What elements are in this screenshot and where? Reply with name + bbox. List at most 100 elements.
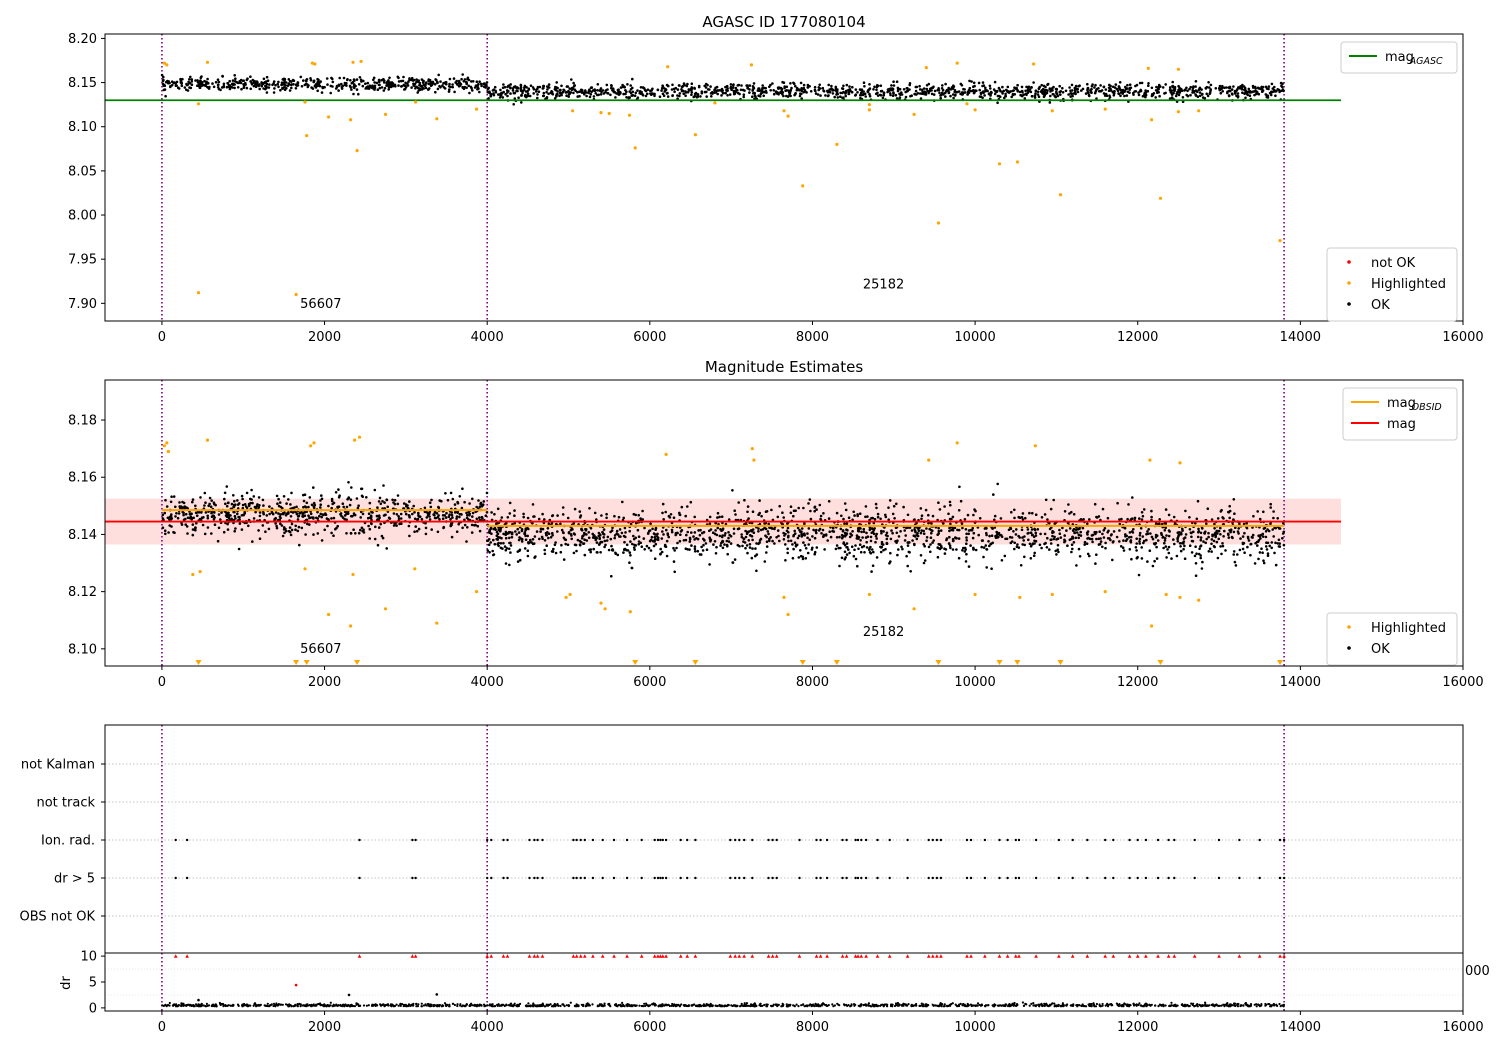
- ok-point: [529, 538, 532, 542]
- ok-point: [755, 569, 758, 573]
- ok-point: [1036, 90, 1040, 94]
- ok-point: [585, 94, 588, 98]
- ok-point: [869, 551, 873, 555]
- ok-point: [726, 94, 729, 97]
- ok-point: [209, 505, 213, 509]
- ok-point: [794, 543, 798, 547]
- ok-point: [1124, 87, 1128, 91]
- ok-point: [222, 530, 226, 534]
- ok-point: [603, 539, 607, 543]
- ok-point: [733, 509, 736, 512]
- ok-point: [1247, 87, 1251, 91]
- ok-point: [785, 85, 789, 89]
- ok-point: [598, 537, 601, 541]
- ok-point: [343, 517, 346, 521]
- ok-point: [1030, 94, 1034, 98]
- ok-point: [461, 526, 464, 530]
- ok-point: [367, 512, 371, 515]
- ok-point: [225, 511, 228, 514]
- ok-point: [1013, 516, 1016, 520]
- ok-point: [859, 91, 863, 95]
- ok-point: [1210, 538, 1214, 541]
- ok-point: [303, 493, 307, 497]
- ok-point: [216, 539, 220, 543]
- legend-dot-swatch: [1347, 646, 1351, 650]
- ok-point: [1032, 81, 1035, 84]
- ok-point: [705, 518, 709, 522]
- ok-point: [688, 537, 692, 541]
- ok-point: [699, 95, 702, 98]
- highlighted-point: [1015, 160, 1020, 164]
- ok-point: [249, 87, 252, 91]
- ok-point: [194, 504, 197, 508]
- highlighted-point: [936, 221, 941, 225]
- ok-point: [854, 544, 857, 547]
- ok-point: [1262, 561, 1266, 565]
- ok-point: [404, 86, 408, 89]
- ok-point: [1116, 501, 1119, 505]
- ok-point: [602, 92, 606, 95]
- ion-rad-flag-point: [659, 838, 662, 842]
- ok-point: [716, 516, 719, 519]
- ok-point: [471, 80, 475, 83]
- ok-point: [408, 500, 411, 503]
- ok-point: [1176, 540, 1180, 543]
- ok-point: [359, 528, 362, 532]
- ok-point: [1254, 87, 1257, 90]
- ok-point: [1059, 90, 1063, 93]
- ok-point: [614, 96, 617, 99]
- ok-point: [1135, 537, 1138, 540]
- ok-point: [440, 499, 443, 503]
- ok-point: [1016, 90, 1019, 93]
- ok-point: [889, 93, 892, 97]
- ok-point: [305, 501, 309, 505]
- ok-point: [493, 512, 496, 516]
- ok-point: [1044, 498, 1048, 502]
- ok-point: [716, 526, 719, 530]
- ok-point: [800, 535, 804, 538]
- ok-point: [1140, 511, 1144, 514]
- ok-point: [1138, 540, 1141, 543]
- ok-point: [1178, 89, 1182, 92]
- dr-flag-point: [490, 876, 493, 880]
- ok-point: [410, 78, 413, 82]
- ok-point: [1003, 554, 1007, 558]
- ok-point: [506, 94, 509, 98]
- ok-point: [287, 78, 291, 81]
- ok-point: [741, 88, 745, 92]
- ok-point: [397, 80, 401, 83]
- ok-point: [834, 547, 838, 551]
- ok-point: [1043, 513, 1047, 516]
- ok-point: [1021, 543, 1024, 546]
- ok-point: [1168, 86, 1172, 89]
- ok-point: [1163, 529, 1167, 532]
- ok-point: [170, 517, 174, 520]
- dr-flag-point: [888, 876, 891, 880]
- ok-point: [972, 546, 975, 550]
- ok-point: [1077, 533, 1081, 537]
- ok-point: [1242, 522, 1246, 526]
- ok-point: [1095, 553, 1098, 556]
- ok-point: [457, 79, 461, 83]
- highlighted-point: [191, 572, 195, 577]
- ok-point: [882, 91, 886, 95]
- ok-point: [437, 73, 441, 77]
- ion-rad-flag-point: [751, 838, 754, 842]
- ok-point: [292, 83, 295, 86]
- ok-point: [1248, 94, 1252, 97]
- ok-point: [1186, 89, 1189, 93]
- ok-point: [316, 532, 320, 535]
- ok-point: [1162, 546, 1165, 550]
- ok-point: [565, 85, 569, 88]
- ok-point: [835, 544, 839, 547]
- ok-point: [1185, 93, 1188, 97]
- ok-point: [560, 84, 563, 88]
- flag-row-label: Ion. rad.: [41, 834, 95, 849]
- ok-point: [742, 93, 746, 96]
- ok-point: [769, 89, 772, 92]
- ok-point: [1210, 542, 1213, 546]
- ok-point: [343, 81, 347, 85]
- ok-point: [302, 499, 306, 503]
- ok-point: [365, 496, 368, 499]
- ok-point: [1190, 535, 1193, 539]
